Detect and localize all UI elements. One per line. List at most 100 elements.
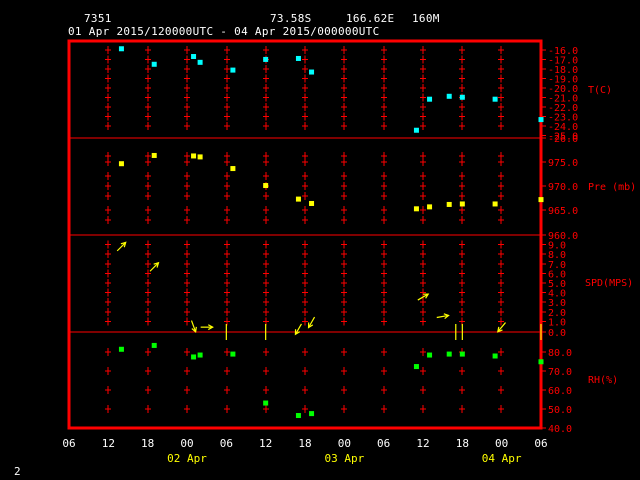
x-tick-label: 06 — [377, 437, 390, 450]
y-tick-label: 3.0 — [548, 298, 566, 309]
wind-arrow — [149, 262, 159, 272]
wind-arrow-head — [497, 326, 503, 333]
date-label: 02 Apr — [167, 452, 207, 465]
wind-arrow — [436, 314, 449, 319]
data-point-pressure — [230, 166, 236, 172]
x-tick-label: 18 — [298, 437, 311, 450]
wind-arrow — [190, 320, 197, 333]
x-tick-label: 00 — [495, 437, 508, 450]
data-point-pressure — [295, 196, 301, 202]
data-point-humidity — [309, 411, 315, 417]
data-point-humidity — [492, 353, 498, 359]
y-tick-label: 80.0 — [548, 348, 572, 359]
data-point-humidity — [230, 351, 236, 357]
y-tick-label: 4.0 — [548, 289, 566, 300]
x-tick-label: 06 — [534, 437, 547, 450]
data-point-pressure — [538, 197, 544, 203]
data-point-pressure — [459, 201, 465, 207]
wind-arrow — [116, 241, 127, 252]
data-point-humidity — [538, 359, 544, 365]
y-tick-label: 965.0 — [548, 206, 578, 217]
data-point-pressure — [263, 183, 269, 189]
data-point-pressure — [191, 153, 197, 159]
x-tick-label: 12 — [416, 437, 429, 450]
y-tick-label: -21.0 — [548, 94, 578, 105]
data-point-humidity — [295, 413, 301, 419]
y-tick-label: -20.0 — [548, 84, 578, 95]
panel-label-pressure: Pre (mb) — [588, 182, 636, 193]
data-point-pressure — [413, 206, 419, 212]
wind-arrow-head — [294, 329, 301, 336]
data-point-temperature — [151, 61, 157, 67]
y-tick-label: -19.0 — [548, 75, 578, 86]
data-point-pressure — [151, 152, 157, 158]
date-label: 04 Apr — [482, 452, 522, 465]
elevation: 160M — [412, 12, 440, 25]
data-point-humidity — [427, 352, 433, 358]
data-point-humidity — [446, 351, 452, 357]
data-point-temperature — [118, 46, 124, 52]
wind-arrow-head — [423, 293, 430, 299]
data-point-temperature — [459, 94, 465, 100]
wind-arrow — [497, 322, 506, 333]
longitude: 166.62E — [346, 12, 395, 25]
x-tick-label: 18 — [141, 437, 154, 450]
data-point-temperature — [197, 59, 203, 65]
x-tick-label: 12 — [259, 437, 272, 450]
y-tick-label: 6.0 — [548, 270, 566, 281]
data-point-temperature — [427, 96, 433, 102]
data-point-humidity — [263, 400, 269, 406]
y-tick-label: -25.0 — [548, 132, 578, 143]
data-point-humidity — [459, 351, 465, 357]
x-tick-label: 00 — [338, 437, 351, 450]
y-tick-label: 960.0 — [548, 231, 578, 242]
wind-arrow-head — [443, 313, 450, 320]
data-point-pressure — [118, 161, 124, 167]
page-number: 2 — [14, 465, 21, 478]
data-point-humidity — [151, 342, 157, 348]
y-tick-label: 9.0 — [548, 241, 566, 252]
latitude: 73.58S — [270, 12, 312, 25]
panel-label-humidity: RH(%) — [588, 375, 618, 386]
wind-arrow-head — [120, 241, 127, 248]
y-tick-label: 1.0 — [548, 318, 566, 329]
y-tick-label: -18.0 — [548, 65, 578, 76]
station-id: 7351 — [84, 12, 112, 25]
date-label: 03 Apr — [324, 452, 364, 465]
y-tick-label: 40.0 — [548, 424, 572, 435]
x-tick-label: 06 — [62, 437, 75, 450]
data-point-pressure — [492, 201, 498, 207]
wind-arrow-head — [307, 322, 314, 329]
wind-arrow-head — [153, 261, 160, 268]
y-tick-label: 2.0 — [548, 308, 566, 319]
data-point-pressure — [309, 200, 315, 206]
y-tick-label: 60.0 — [548, 386, 572, 397]
data-point-temperature — [446, 93, 452, 99]
data-point-pressure — [197, 154, 203, 160]
panel-label-temperature: T(C) — [588, 85, 612, 96]
y-tick-label: -26.0 — [548, 134, 578, 145]
y-tick-label: 0.0 — [548, 328, 566, 339]
wind-arrow-head — [207, 324, 214, 331]
data-point-temperature — [538, 117, 544, 123]
time-range: 01 Apr 2015/120000UTC - 04 Apr 2015/0000… — [68, 25, 380, 38]
y-tick-label: -16.0 — [548, 46, 578, 57]
y-tick-label: 7.0 — [548, 260, 566, 271]
y-tick-label: 8.0 — [548, 250, 566, 261]
y-tick-label: -23.0 — [548, 113, 578, 124]
data-point-humidity — [191, 354, 197, 360]
y-tick-label: 975.0 — [548, 158, 578, 169]
data-point-humidity — [197, 352, 203, 358]
wind-arrow-head — [191, 326, 197, 333]
x-tick-label: 12 — [102, 437, 115, 450]
y-tick-label: -22.0 — [548, 103, 578, 114]
y-tick-label: 5.0 — [548, 279, 566, 290]
data-point-temperature — [492, 96, 498, 102]
wind-arrow — [417, 293, 429, 301]
y-tick-label: 50.0 — [548, 405, 572, 416]
x-tick-label: 06 — [220, 437, 233, 450]
y-tick-label: -24.0 — [548, 122, 578, 133]
data-point-temperature — [191, 54, 197, 60]
wind-arrow — [294, 323, 302, 335]
